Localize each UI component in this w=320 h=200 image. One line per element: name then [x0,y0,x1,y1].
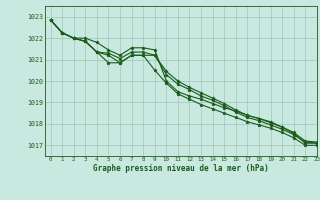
X-axis label: Graphe pression niveau de la mer (hPa): Graphe pression niveau de la mer (hPa) [93,164,269,173]
